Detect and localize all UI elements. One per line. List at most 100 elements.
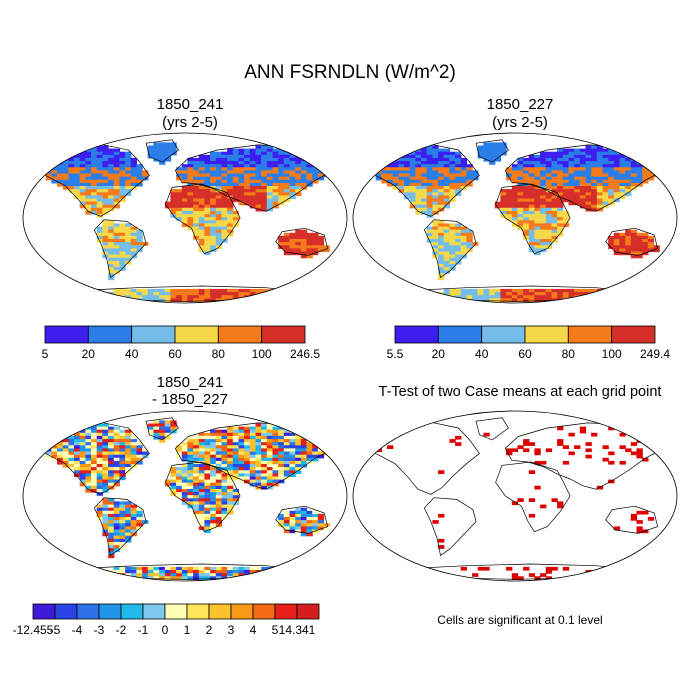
grid-cell [483, 145, 490, 150]
grid-cell [585, 179, 592, 184]
grid-cell [198, 504, 206, 509]
grid-cell [85, 211, 92, 215]
grid-cell [398, 157, 405, 162]
grid-cell [227, 429, 234, 434]
grid-cell [562, 220, 570, 224]
grid-cell [130, 295, 137, 299]
grid-cell [261, 204, 268, 209]
grid-cell [557, 161, 564, 165]
grid-cell [585, 167, 592, 171]
grid-cell [323, 523, 330, 527]
coastline-eurasia [504, 144, 665, 212]
colorbar-box [186, 603, 210, 620]
grid-cell [227, 198, 234, 203]
grid-cell [193, 220, 200, 224]
grid-cell [198, 235, 206, 240]
grid-cell [113, 161, 120, 165]
grid-cell [91, 186, 98, 190]
grid-cell [193, 192, 200, 196]
grid-cell [630, 254, 638, 259]
grid-cell [266, 164, 274, 168]
grid-cell [449, 260, 456, 265]
coastline-northAmerica [35, 142, 150, 217]
grid-cell [272, 445, 279, 449]
grid-cell [432, 576, 439, 580]
grid-cell [108, 229, 115, 234]
grid-cell [278, 451, 285, 456]
grid-cell [68, 148, 75, 153]
grid-cell [608, 295, 615, 299]
grid-cell [176, 479, 183, 484]
grid-cell [591, 179, 598, 184]
grid-cell [283, 470, 291, 474]
grid-cell [249, 482, 257, 487]
grid-cell [210, 451, 217, 456]
grid-cell [215, 435, 223, 440]
grid-cell [438, 179, 445, 184]
grid-cell [421, 154, 428, 159]
grid-cell [432, 220, 439, 224]
grid-cell [506, 201, 513, 206]
grid-cell [215, 192, 223, 196]
grid-cell [494, 148, 502, 153]
grid-cell [125, 164, 132, 168]
grid-cell [534, 239, 541, 243]
grid-cell [85, 570, 92, 574]
grid-cell [113, 239, 120, 243]
grid-cell [164, 148, 172, 153]
grid-cell [227, 504, 234, 509]
grid-cell [193, 298, 200, 302]
grid-cell [221, 445, 228, 449]
grid-cell [74, 195, 81, 200]
grid-cell [636, 173, 643, 178]
grid-cell [585, 173, 592, 178]
grid-cell [193, 566, 200, 571]
grid-cell [613, 182, 621, 187]
grid-cell [204, 198, 211, 203]
grid-cell [409, 204, 416, 209]
grid-cell [278, 445, 285, 449]
grid-cell [540, 504, 547, 509]
grid-cell [204, 204, 211, 209]
grid-cell [187, 498, 194, 502]
grid-cell [125, 179, 132, 184]
grid-cell [551, 214, 558, 218]
grid-cell [506, 192, 513, 196]
grid-cell [125, 226, 132, 231]
map-field-3 [40, 420, 336, 580]
grid-cell [278, 167, 285, 171]
grid-cell [455, 182, 462, 187]
grid-cell [91, 448, 98, 453]
grid-cell [568, 148, 575, 153]
grid-cell [278, 161, 285, 165]
grid-cell [568, 201, 575, 206]
grid-cell [511, 167, 519, 171]
grid-cell [261, 295, 268, 299]
grid-cell [238, 470, 245, 474]
grid-cell [289, 195, 296, 200]
grid-cell [204, 295, 211, 299]
grid-cell [210, 429, 217, 434]
grid-cell [193, 295, 200, 299]
grid-cell [221, 235, 228, 240]
grid-cell [619, 242, 626, 246]
grid-cell [232, 195, 240, 200]
grid-cell [62, 429, 69, 434]
grid-cell [204, 504, 211, 509]
grid-cell [272, 476, 279, 481]
grid-cell [647, 245, 655, 249]
grid-cell [215, 232, 223, 237]
grid-cell [317, 164, 325, 168]
grid-cell [91, 467, 98, 471]
grid-cell [266, 442, 274, 446]
grid-cell [215, 498, 223, 502]
grid-cell [421, 186, 428, 190]
grid-cell [227, 510, 234, 515]
grid-cell [574, 198, 581, 203]
grid-cell [187, 164, 194, 168]
grid-cell [562, 214, 570, 218]
panel2-title: 1850_227 [486, 96, 554, 113]
grid-cell [438, 195, 445, 200]
grid-cell [108, 538, 115, 543]
grid-cell [102, 229, 109, 234]
